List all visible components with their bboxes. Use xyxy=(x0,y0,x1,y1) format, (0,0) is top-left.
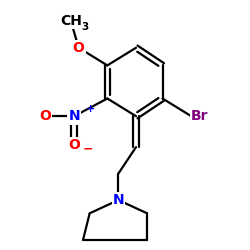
Text: O: O xyxy=(68,138,80,152)
Text: 3: 3 xyxy=(82,22,89,32)
Text: Br: Br xyxy=(191,109,209,123)
Text: −: − xyxy=(83,142,93,155)
Text: CH: CH xyxy=(60,14,82,28)
Text: O: O xyxy=(73,41,85,55)
Text: N: N xyxy=(68,109,80,123)
Text: N: N xyxy=(112,193,124,207)
Text: O: O xyxy=(40,109,52,123)
Text: +: + xyxy=(86,104,96,114)
